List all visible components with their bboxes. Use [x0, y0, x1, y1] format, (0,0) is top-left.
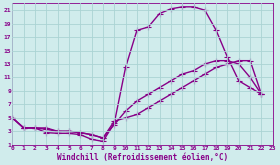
X-axis label: Windchill (Refroidissement éolien,°C): Windchill (Refroidissement éolien,°C) [57, 152, 228, 162]
